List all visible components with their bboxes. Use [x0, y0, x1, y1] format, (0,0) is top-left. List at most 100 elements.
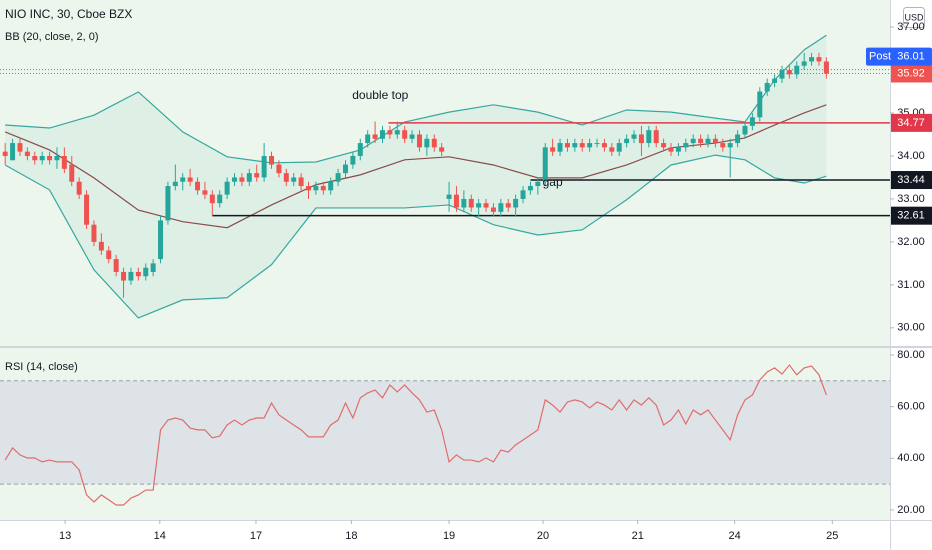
rsi-line: [4, 364, 827, 506]
candle-body: [601, 143, 607, 148]
candle-body: [261, 155, 267, 178]
candle-body: [379, 130, 385, 139]
candle-body: [202, 190, 208, 195]
candle-body: [668, 147, 674, 152]
candle-body: [631, 134, 637, 139]
candle-body: [209, 194, 215, 204]
candle-body: [283, 173, 289, 182]
candle-body: [764, 82, 770, 92]
y-tick-label: 34.00: [897, 150, 925, 162]
candle-body: [616, 143, 622, 152]
level-label: 33.44: [897, 174, 925, 186]
candle-body: [727, 143, 733, 148]
candle-body: [402, 130, 408, 139]
candle-body: [535, 181, 541, 187]
candle-body: [76, 181, 82, 195]
candle-body: [195, 181, 201, 191]
candle-body: [10, 143, 16, 161]
candle-body: [749, 117, 755, 126]
annotation: double top: [352, 88, 408, 102]
candle-body: [106, 250, 112, 260]
candle-body: [172, 181, 178, 187]
last-price-label-box: [891, 64, 932, 83]
candle-body: [786, 70, 792, 75]
currency-box[interactable]: [903, 7, 925, 28]
level-label-box: [891, 113, 932, 132]
candle-body: [365, 134, 371, 144]
plot-layer: double top gap: [0, 34, 890, 506]
candle-body: [328, 181, 334, 191]
candle-body: [342, 164, 348, 174]
candle-body: [91, 224, 97, 242]
candle-body: [498, 203, 504, 212]
candle-body: [564, 143, 570, 148]
candle-body: [409, 134, 415, 139]
annotation: gap: [543, 175, 563, 189]
candle-body: [165, 186, 171, 221]
candle-body: [461, 198, 467, 208]
candle-body: [594, 143, 600, 145]
y-tick-label: 30.00: [897, 322, 925, 334]
candle-body: [675, 147, 681, 152]
candle-body: [69, 164, 75, 182]
y-tick-label: 33.00: [897, 193, 925, 205]
rsi-pane: [0, 348, 890, 520]
candle-body: [705, 138, 711, 144]
candle-body: [320, 186, 326, 191]
candle-body: [128, 271, 134, 281]
candle-body: [794, 65, 800, 75]
x-tick-label: 18: [345, 530, 357, 542]
level-label: 34.77: [897, 117, 925, 129]
level-label: 32.61: [897, 210, 925, 222]
candle-body: [801, 61, 807, 66]
candle-body: [239, 177, 245, 182]
candle-body: [557, 143, 563, 152]
candle-body: [313, 186, 319, 191]
candle-body: [513, 198, 519, 208]
candle-body: [816, 57, 822, 62]
x-tick-label: 19: [443, 530, 455, 542]
candle-body: [476, 203, 482, 208]
candle-body: [246, 173, 252, 182]
candle-body: [298, 177, 304, 187]
y-tick-label: 31.00: [897, 279, 925, 291]
candle-body: [742, 125, 748, 135]
candle-body: [24, 151, 30, 156]
currency: USD: [904, 12, 924, 22]
rsi-band: [0, 380, 890, 485]
candle-body: [698, 138, 704, 144]
candle-body: [32, 155, 38, 161]
candle-body: [17, 143, 23, 152]
rsi-y-tick-label: 20.00: [897, 504, 925, 516]
candle-body: [683, 143, 689, 148]
candle-body: [712, 138, 718, 144]
level-label-box: [891, 171, 932, 190]
candle-body: [387, 130, 393, 135]
post-price-box: [866, 47, 932, 66]
last-price-label: 35.92: [897, 67, 925, 79]
candle-body: [720, 143, 726, 148]
candle-body: [653, 130, 659, 144]
candle-body: [527, 186, 533, 191]
candle-body: [823, 61, 829, 74]
candle-body: [609, 147, 615, 152]
candle-body: [542, 147, 548, 182]
x-tick-label: 20: [537, 530, 549, 542]
candle-body: [335, 173, 341, 182]
candle-body: [150, 263, 156, 272]
candle-body: [424, 138, 430, 148]
candle-body: [158, 220, 164, 260]
candle-body: [291, 177, 297, 182]
candle-body: [143, 267, 149, 277]
candle-body: [772, 78, 778, 83]
rsi-title: RSI (14, close): [5, 361, 78, 373]
band-fill: [5, 35, 827, 318]
x-tick-label: 14: [154, 530, 166, 542]
candle-body: [483, 203, 489, 208]
candle-body: [61, 155, 67, 169]
candle-body: [306, 186, 312, 191]
candle-body: [468, 198, 474, 208]
bb-upper: [5, 34, 827, 164]
